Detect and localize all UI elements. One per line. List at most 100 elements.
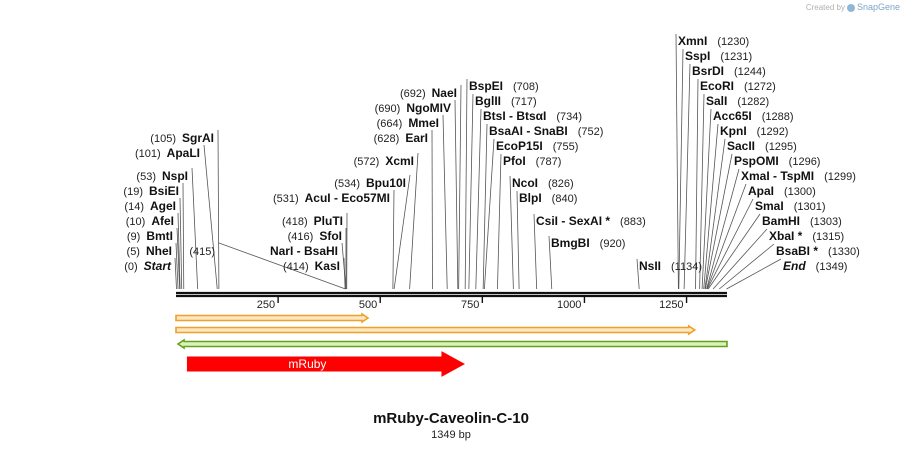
cut-position: (0) [124, 261, 137, 273]
right-label[interactable]: XmnI (1230) [678, 34, 749, 48]
svg-text:KpnI(1292): KpnI (1292) [720, 124, 788, 138]
leader-line [695, 78, 699, 290]
left-label[interactable]: (10) AfeI [126, 214, 174, 228]
left-label[interactable]: (692) NaeI [400, 86, 457, 100]
right-label[interactable]: End (1349) [783, 259, 847, 273]
right-label[interactable]: BsrDI (1244) [692, 64, 766, 78]
leader-line [458, 84, 462, 290]
left-label[interactable]: (572) XcmI [354, 154, 414, 168]
enzyme-name: TspMI [780, 169, 814, 183]
left-label[interactable]: (628) EarI [374, 131, 428, 145]
left-label[interactable]: (416) SfoI [288, 229, 342, 243]
leader-line [431, 129, 433, 290]
cut-position: (416) [288, 231, 314, 243]
enzyme-name: BglII [475, 94, 501, 108]
svg-text:(415): (415) [189, 246, 215, 258]
left-label[interactable]: (19) BsiEI [123, 184, 179, 198]
left-label[interactable]: (105) SgrAI [150, 131, 214, 145]
cut-position: (1349) [816, 261, 848, 273]
left-label[interactable]: (690) NgoMIV [375, 101, 451, 115]
leader-line [454, 99, 459, 290]
enzyme-name: NgoMIV [406, 101, 451, 115]
right-label[interactable]: SacII (1295) [727, 139, 797, 153]
right-label[interactable]: BsaAI - SnaBI (752) [489, 124, 603, 138]
right-label[interactable]: BmgBI (920) [551, 236, 625, 250]
right-label[interactable]: BlpI (840) [519, 191, 577, 205]
cut-position: (734) [556, 111, 582, 123]
right-label[interactable]: PfoI (787) [503, 154, 561, 168]
left-label[interactable]: (531) AcuI - Eco57MI [273, 191, 390, 205]
leader-line [176, 227, 181, 290]
left-label[interactable]: (5) NheI [127, 244, 172, 258]
feature-label-mruby: mRuby [288, 357, 326, 371]
feature-mruby[interactable] [186, 351, 466, 377]
svg-text:(53)NspI: (53) NspI [136, 169, 188, 183]
leader-line [218, 242, 346, 290]
svg-text:(19)BsiEI: (19) BsiEI [123, 184, 179, 198]
right-label[interactable]: SalI (1282) [706, 94, 769, 108]
left-label[interactable]: (0) Start [124, 259, 172, 273]
feature-orf-2[interactable] [175, 324, 697, 336]
right-label[interactable]: BtsI - BtsαI (734) [483, 109, 582, 123]
left-label[interactable]: (9) BmtI [127, 229, 173, 243]
leader-line [468, 93, 474, 290]
leader-line [177, 212, 181, 290]
cut-position: (1272) [744, 81, 776, 93]
cut-position: (10) [126, 216, 146, 228]
svg-text:(690)NgoMIV: (690) NgoMIV [375, 101, 451, 115]
cut-position: (787) [536, 156, 562, 168]
enzyme-name: NspI [162, 169, 188, 183]
tick-label: 250 [257, 299, 275, 311]
right-label[interactable]: NsII (1134) [639, 259, 702, 273]
enzyme-name: BsiEI [149, 184, 179, 198]
enzyme-name: MmeI [408, 116, 439, 130]
enzyme-name: BsrDI [692, 64, 724, 78]
right-label[interactable]: EcoRI (1272) [700, 79, 776, 93]
right-label[interactable]: SmaI (1301) [755, 199, 825, 213]
left-label[interactable]: (415) [189, 246, 215, 258]
left-label[interactable]: (101) ApaLI [135, 146, 200, 160]
enzyme-name: SspI [685, 49, 710, 63]
svg-text:(664)MmeI: (664) MmeI [377, 116, 439, 130]
enzyme-name: KpnI [720, 124, 747, 138]
left-label[interactable]: (14) AgeI [124, 199, 176, 213]
enzyme-name: Start [144, 259, 172, 273]
left-label[interactable]: (418) PluTI [282, 214, 343, 228]
left-label[interactable]: (414) KasI [283, 259, 340, 273]
right-label[interactable]: EcoP15I (755) [496, 139, 578, 153]
cut-position: (1282) [737, 96, 769, 108]
right-label[interactable]: ApaI (1300) [748, 184, 816, 198]
right-label[interactable]: BsaBI * (1330) [776, 244, 860, 258]
left-label[interactable]: NarI - BsaHI [270, 244, 338, 258]
feature-orf-1[interactable] [175, 312, 370, 324]
leader-line [707, 213, 761, 290]
right-label[interactable]: KpnI (1292) [720, 124, 788, 138]
left-label[interactable]: (534) Bpu10I [334, 176, 406, 190]
credit-brand: SnapGene [856, 2, 900, 12]
right-label[interactable]: PspOMI (1296) [734, 154, 820, 168]
feature-orf-3[interactable] [176, 338, 728, 350]
right-label[interactable]: Acc65I (1288) [713, 109, 794, 123]
right-label[interactable]: CsiI - SexAI * (883) [536, 214, 646, 228]
leader-line [203, 144, 218, 290]
right-label[interactable]: SspI (1231) [685, 49, 752, 63]
cut-position: (14) [124, 201, 144, 213]
leader-line [191, 167, 199, 290]
right-label[interactable]: XbaI * (1315) [769, 229, 844, 243]
cut-position: (101) [135, 148, 161, 160]
right-label[interactable]: BamHI (1303) [762, 214, 842, 228]
enzyme-name: SfoI [319, 229, 342, 243]
right-label[interactable]: NcoI (826) [512, 176, 574, 190]
cut-position: (1315) [812, 231, 844, 243]
right-label[interactable]: XmaI - TspMI (1299) [741, 169, 856, 183]
leader-line [516, 190, 520, 290]
left-label[interactable]: (664) MmeI [377, 116, 439, 130]
cut-position: (664) [377, 118, 403, 130]
enzyme-name: BspEI [469, 79, 503, 93]
leader-line [704, 153, 733, 290]
right-label[interactable]: BspEI (708) [469, 79, 539, 93]
right-label[interactable]: BglII (717) [475, 94, 537, 108]
enzyme-name: NheI [146, 244, 172, 258]
left-label[interactable]: (53) NspI [136, 169, 188, 183]
leader-line [182, 182, 185, 290]
